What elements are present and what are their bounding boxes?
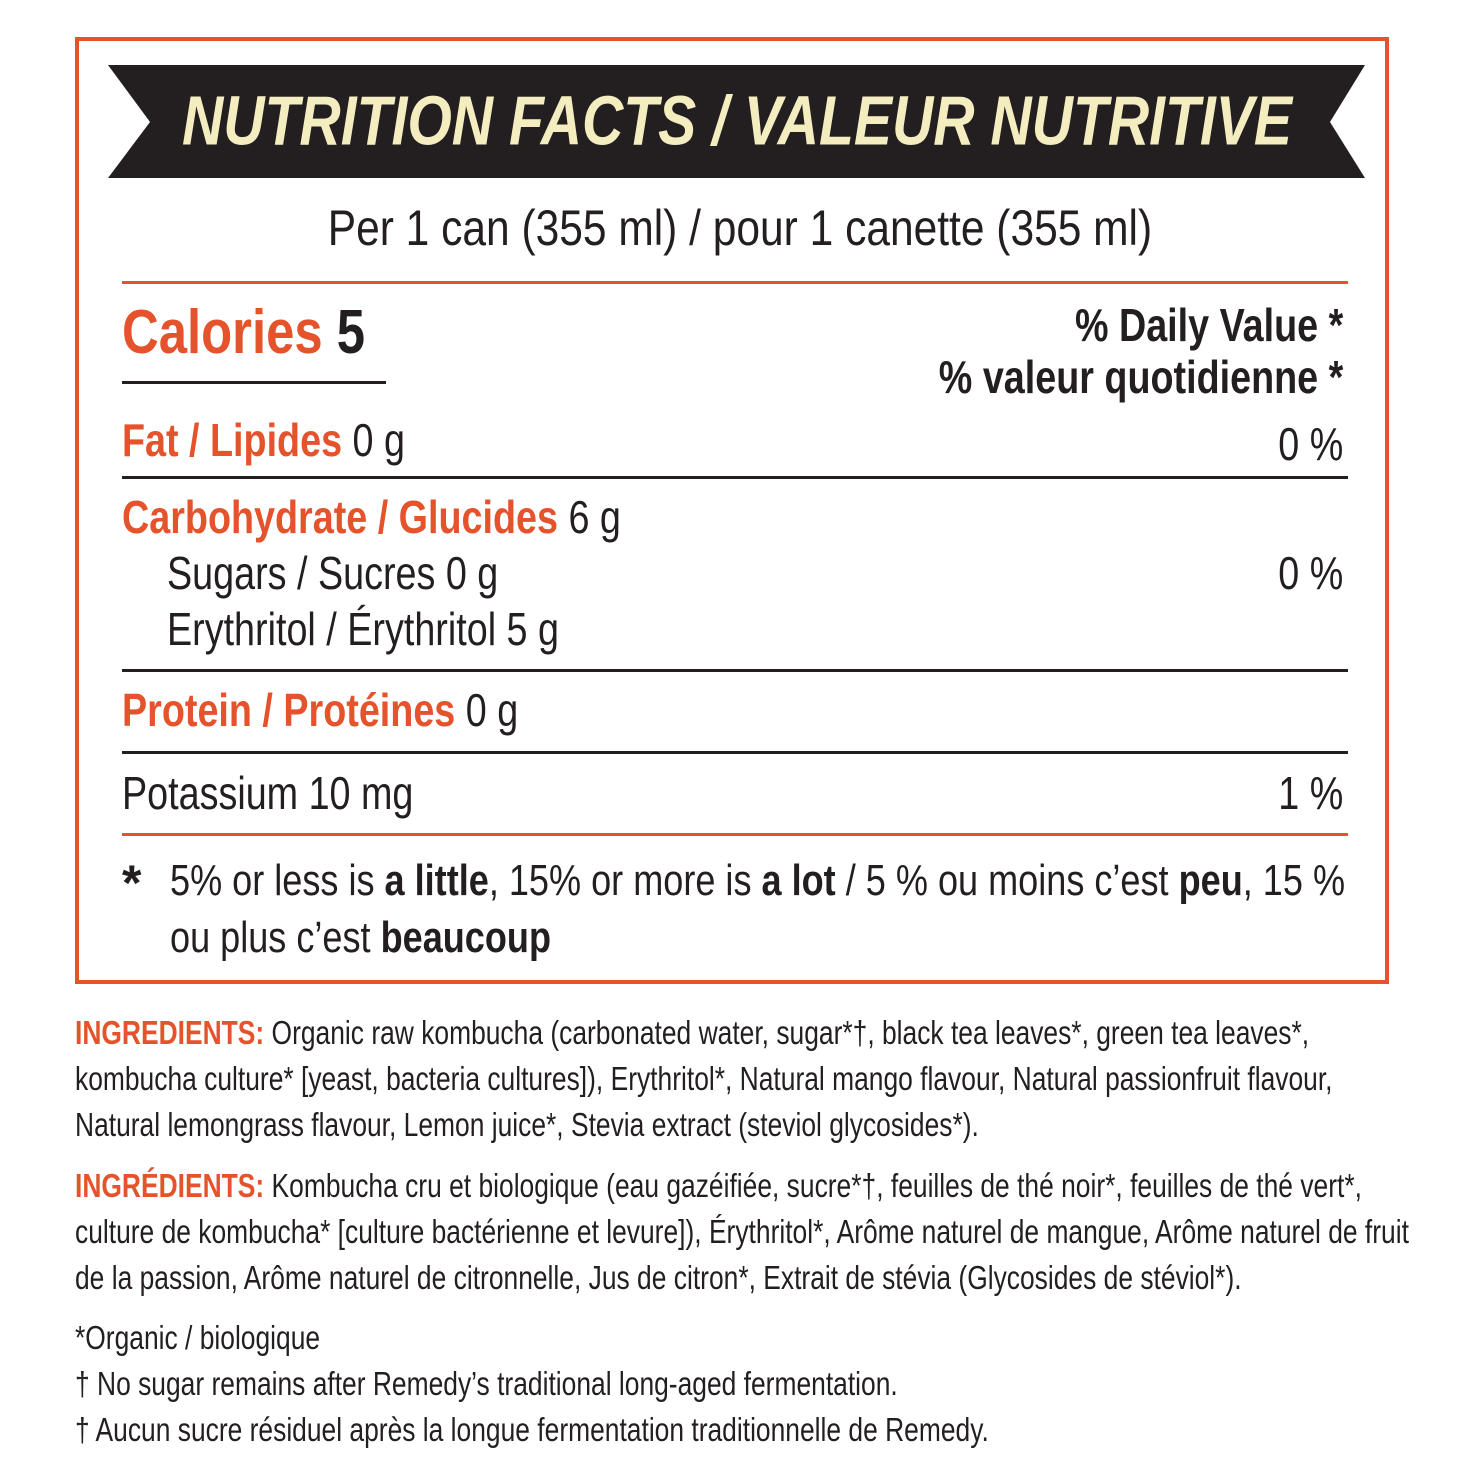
calories-value: 5 — [336, 298, 366, 367]
ingredients-text: Organic raw kombucha (carbonated water, … — [75, 1014, 1333, 1143]
rule — [122, 381, 386, 384]
footnote-bold: beaucoup — [380, 913, 551, 962]
footnote-symbol: * — [122, 855, 142, 911]
ingredients-label: INGRÉDIENTS: — [75, 1167, 265, 1204]
dv-heading-fr: % valeur quotidienne * — [938, 351, 1343, 403]
nutrient-label: Protein / Protéines — [122, 684, 456, 736]
rule — [122, 281, 1348, 284]
note: † Aucun sucre résiduel après la longue f… — [75, 1411, 989, 1448]
protein-row: Protein / Protéines 0 g — [122, 682, 518, 738]
fat-row: Fat / Lipides 0 g — [122, 412, 405, 468]
calories-label: Calories — [122, 298, 323, 367]
dv-heading: % Daily Value * % valeur quotidienne * — [938, 299, 1343, 403]
title: NUTRITION FACTS / VALEUR NUTRITIVE — [182, 81, 1294, 159]
fat-dv: 0 % — [1278, 418, 1343, 470]
dv-heading-en: % Daily Value * — [1074, 299, 1343, 351]
erythritol-row: Erythritol / Érythritol 5 g — [167, 603, 559, 655]
footnote: 5% or less is a little, 15% or more is a… — [170, 852, 1351, 966]
rule — [122, 669, 1348, 672]
footnote-bold: a little — [384, 856, 489, 905]
ingredients-text: Kombucha cru et biologique (eau gazéifié… — [75, 1167, 1409, 1296]
rule — [122, 751, 1348, 754]
nutrient-amount: 0 g — [352, 414, 405, 466]
nutrient-amount: 6 g — [568, 491, 621, 543]
serving-size: Per 1 can (355 ml) / pour 1 canette (355… — [327, 200, 1152, 256]
potassium-row: Potassium 10 mg — [122, 767, 414, 819]
title-banner: NUTRITION FACTS / VALEUR NUTRITIVE — [108, 65, 1365, 178]
nutrient-amount: 0 g — [465, 684, 519, 736]
notes: *Organic / biologique † No sugar remains… — [75, 1315, 1419, 1453]
footnote-text: / 5 % ou moins c’est — [835, 856, 1179, 905]
footnote-bold: a lot — [761, 856, 836, 905]
potassium-dv: 1 % — [1278, 767, 1343, 819]
sugars-row: Sugars / Sucres 0 g — [167, 547, 499, 599]
carb-row: Carbohydrate / Glucides 6 g — [122, 489, 621, 545]
nutrition-box — [75, 37, 1389, 984]
footnote-text: , 15% or more is — [488, 856, 762, 905]
ingredients-en: INGREDIENTS: Organic raw kombucha (carbo… — [75, 1010, 1419, 1148]
rule — [122, 476, 1348, 479]
sugars-dv: 0 % — [1278, 547, 1343, 599]
footnote-text: , 15 % ou plus c’est — [170, 856, 1346, 962]
nutrient-label: Carbohydrate / Glucides — [122, 491, 558, 543]
serving-wrap: Per 1 can (355 ml) / pour 1 canette (355… — [0, 200, 1479, 256]
rule — [122, 833, 1348, 836]
ingredients-fr: INGRÉDIENTS: Kombucha cru et biologique … — [75, 1163, 1419, 1301]
footnote-text: 5% or less is — [170, 856, 385, 905]
calories: Calories 5 — [122, 298, 365, 368]
ingredients-label: INGREDIENTS: — [75, 1014, 265, 1051]
banner-shape — [108, 65, 1365, 178]
note: *Organic / biologique — [75, 1319, 321, 1356]
note: † No sugar remains after Remedy’s tradit… — [75, 1365, 898, 1402]
nutrient-label: Fat / Lipides — [122, 414, 343, 466]
footnote-bold: peu — [1178, 856, 1243, 905]
